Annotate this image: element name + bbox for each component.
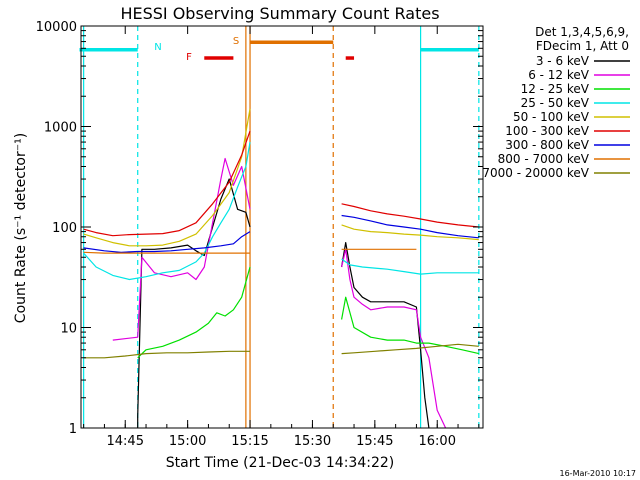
x-axis-label: Start Time (21-Dec-03 14:34:22) [166,455,394,471]
y-tick-label-4: 10000 [36,20,77,35]
y-tick-label-2: 100 [52,221,77,236]
legend-label-7: 300 - 800 keV [505,138,589,152]
series-5-line-1 [341,224,479,241]
legend-header-0: Det 1,3,4,5,6,9, [535,25,629,39]
series-7-line-1 [341,214,479,239]
x-tick-label-5: 16:00 [419,434,456,449]
legend: Det 1,3,4,5,6,9,FDecim 1, Att 03 - 6 keV… [482,25,630,180]
plot-area [79,26,480,429]
legend-label-2: 6 - 12 keV [528,68,590,82]
series-9-line-0 [83,350,250,359]
series-4-line-0 [83,142,251,281]
y-axis-label: Count Rate (s⁻¹ detector⁻¹) [13,133,29,323]
y-tick-label-0: 1 [69,422,77,437]
legend-label-3: 12 - 25 keV [521,82,590,96]
series-2-line-0 [112,157,251,341]
series-4-line-1 [341,258,479,275]
legend-label-6: 100 - 300 keV [505,124,589,138]
annotation-s: S [233,36,239,47]
series-3-line-0 [137,266,251,359]
legend-label-5: 50 - 100 keV [513,110,590,124]
y-axis: 1 10 100 1000 10000 [36,20,483,437]
legend-header-1: FDecim 1, Att 0 [536,39,629,53]
annotation-f: F [186,52,192,63]
x-tick-label-2: 15:15 [231,434,268,449]
annotation-n: N [154,42,161,53]
series-9-line-1 [341,343,479,355]
series-2-line-1 [341,248,447,429]
x-tick-label-3: 15:30 [294,434,331,449]
series-6-line-0 [83,130,251,237]
x-tick-label-0: 14:45 [107,434,144,449]
legend-label-8: 800 - 7000 keV [498,152,590,166]
legend-label-4: 25 - 50 keV [521,96,590,110]
y-tick-label-1: 10 [60,322,77,337]
footer-timestamp: 16-Mar-2010 10:17 [560,469,637,478]
legend-label-1: 3 - 6 keV [536,54,590,68]
annotations: N S F [154,36,239,63]
series-8-line-0 [83,251,250,254]
series-5-line-0 [83,108,251,247]
y-tick-label-3: 1000 [44,121,77,136]
x-tick-label-4: 15:45 [356,434,393,449]
x-axis: 14:45 15:00 15:15 15:30 15:45 16:00 [83,26,480,449]
series-3-line-1 [341,296,479,355]
legend-label-9: 7000 - 20000 keV [482,166,589,180]
x-tick-label-1: 15:00 [169,434,206,449]
series-1-line-0 [137,178,251,428]
series-1-line-1 [341,242,430,429]
series-6-line-1 [341,203,479,228]
series-7-line-0 [83,231,251,253]
chart-title: HESSI Observing Summary Count Rates [120,4,439,23]
